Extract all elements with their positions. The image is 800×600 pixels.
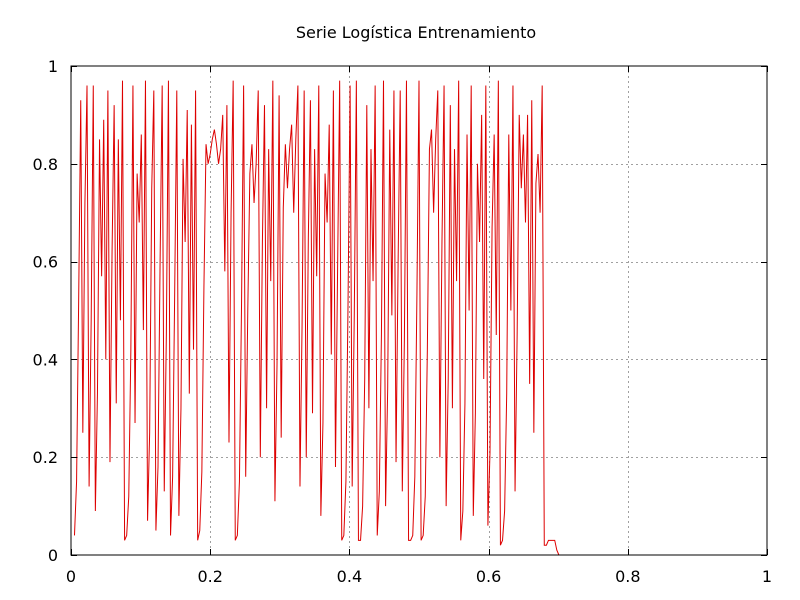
x-tick-label: 0.6 xyxy=(476,567,501,586)
x-tick-label: 0.2 xyxy=(197,567,222,586)
x-tick-label: 0 xyxy=(66,567,76,586)
y-tick-label: 0.8 xyxy=(33,155,58,174)
x-tick-label: 0.4 xyxy=(337,567,362,586)
axis-ticks xyxy=(71,66,768,556)
chart-title: Serie Logística Entrenamiento xyxy=(296,23,536,42)
y-tick-label: 0.4 xyxy=(33,350,58,369)
y-axis-tick-labels: 0 0.2 0.4 0.6 0.8 1 xyxy=(33,57,58,565)
y-tick-label: 1 xyxy=(48,57,58,76)
plot-area-frame xyxy=(70,65,768,556)
x-axis-tick-labels: 0 0.2 0.4 0.6 0.8 1 xyxy=(66,567,772,586)
y-tick-label: 0 xyxy=(48,546,58,565)
x-tick-label: 1 xyxy=(762,567,772,586)
series-layer xyxy=(73,80,560,556)
y-tick-label: 0.2 xyxy=(33,448,58,467)
x-tick-label: 0.8 xyxy=(615,567,640,586)
y-tick-label: 0.6 xyxy=(33,253,58,272)
series-line xyxy=(73,80,560,556)
